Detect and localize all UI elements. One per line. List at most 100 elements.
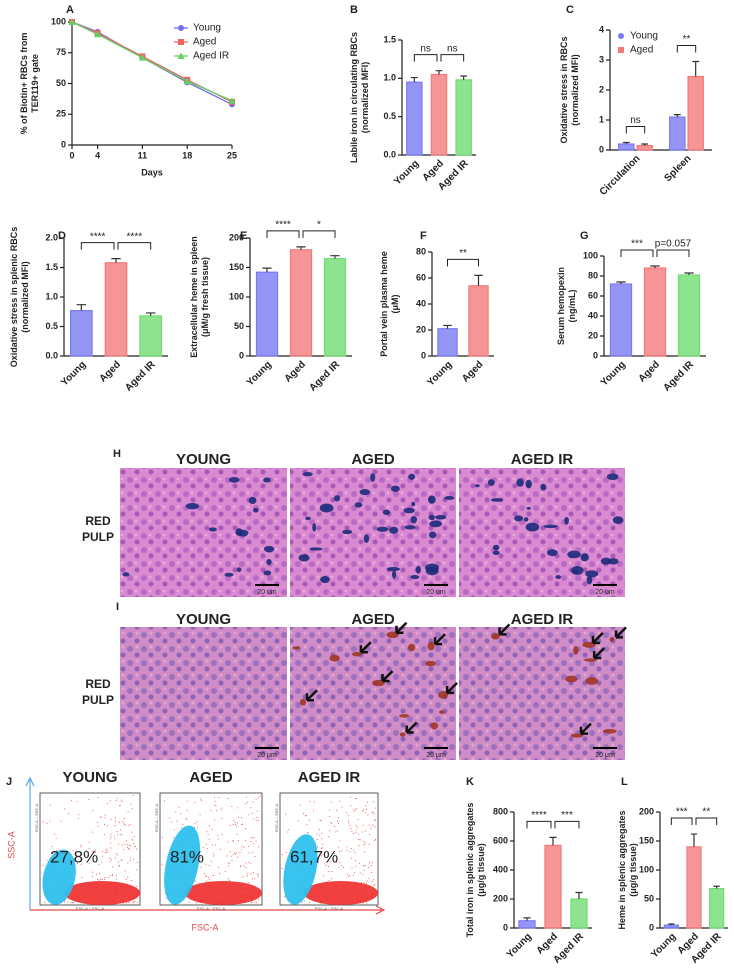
event — [319, 819, 321, 821]
y-axis-label: (ng/mL) — [567, 290, 577, 323]
event — [208, 877, 210, 879]
event — [250, 863, 252, 865]
event — [251, 812, 253, 814]
event — [324, 863, 326, 865]
event — [350, 805, 352, 807]
scale-bar-label: 20 um — [257, 589, 277, 596]
event — [208, 879, 210, 881]
event — [306, 823, 308, 825]
event — [363, 869, 365, 871]
event — [354, 851, 356, 853]
event — [180, 813, 182, 815]
event — [165, 898, 167, 900]
event — [176, 820, 178, 822]
event — [251, 837, 253, 839]
event — [365, 812, 367, 814]
event — [186, 818, 188, 820]
event — [116, 797, 118, 799]
event — [115, 800, 117, 802]
event — [308, 819, 310, 821]
event — [123, 823, 125, 825]
scale-bar-label: 20 um — [426, 589, 446, 596]
event — [355, 865, 357, 867]
point — [228, 97, 236, 104]
gate-percentage: 81% — [170, 847, 204, 866]
stain-deposit — [122, 572, 130, 577]
panel-letter: J — [6, 776, 12, 788]
row-label: PULP — [82, 693, 114, 707]
event — [194, 801, 196, 803]
event — [241, 849, 243, 851]
event — [366, 902, 368, 904]
event — [114, 817, 116, 819]
event — [341, 806, 343, 808]
event — [286, 831, 288, 833]
event — [339, 800, 341, 802]
x-tick-label: Young — [599, 359, 628, 388]
y-tick-label: 0 — [599, 144, 604, 154]
event — [329, 830, 331, 832]
event — [351, 857, 353, 859]
event — [366, 880, 368, 882]
event — [114, 824, 116, 826]
event — [321, 832, 323, 834]
y-tick-label: 0 — [503, 922, 508, 932]
error-bar — [692, 60, 700, 77]
event — [368, 843, 370, 845]
event — [354, 872, 356, 874]
stain-deposit — [583, 658, 597, 662]
event — [359, 862, 361, 864]
stain-deposit — [399, 732, 406, 737]
event — [120, 829, 122, 831]
y-tick-label: 1.5 — [45, 262, 58, 272]
event — [215, 844, 217, 846]
event — [330, 822, 332, 824]
event — [126, 878, 128, 880]
y-tick-label: 2 — [599, 84, 604, 94]
event — [364, 830, 366, 832]
bar — [677, 274, 701, 357]
stain-deposit — [185, 502, 200, 510]
error-bar — [641, 143, 649, 146]
event — [164, 800, 166, 802]
y-axis-label: Labile iron in circulating RBCs — [349, 32, 359, 163]
stain-deposit — [603, 728, 617, 734]
event — [133, 858, 135, 860]
event — [328, 871, 330, 873]
y-tick-label: 200 — [639, 806, 654, 816]
x-axis-label: Days — [141, 167, 163, 177]
bar — [618, 143, 635, 151]
event — [88, 847, 90, 849]
stain-deposit — [408, 473, 416, 480]
event — [370, 865, 372, 867]
event — [194, 823, 196, 825]
event — [196, 821, 198, 823]
event — [361, 831, 363, 833]
row-label: PULP — [82, 530, 114, 544]
y-tick-label: 150 — [229, 262, 244, 272]
event — [110, 838, 112, 840]
bar — [455, 79, 472, 156]
event — [201, 800, 203, 802]
event — [134, 900, 136, 902]
event — [237, 856, 239, 858]
event — [242, 823, 244, 825]
event — [195, 902, 197, 904]
event — [110, 836, 112, 838]
arrow — [579, 722, 592, 735]
arrow — [305, 689, 318, 702]
event — [374, 819, 376, 821]
event — [212, 875, 214, 877]
y-axis-label: (μg/g tissue) — [476, 843, 486, 897]
x-tick-label: Aged IR — [123, 359, 158, 394]
event — [116, 875, 118, 877]
event — [51, 845, 53, 847]
event — [250, 841, 252, 843]
event — [113, 835, 115, 837]
event — [374, 807, 376, 809]
bar — [437, 328, 458, 357]
stain-deposit — [370, 473, 376, 482]
event — [354, 860, 356, 862]
event — [349, 874, 351, 876]
stain-deposit — [312, 523, 317, 532]
